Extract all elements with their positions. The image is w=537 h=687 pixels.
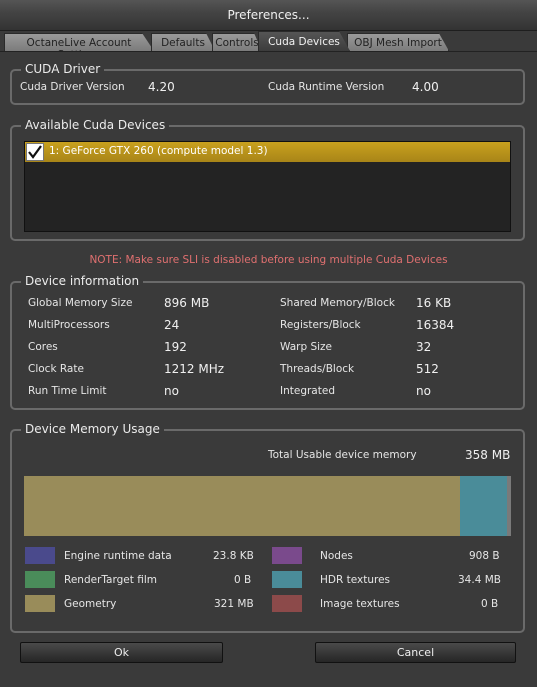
legend-label-image-textures: Image textures	[320, 598, 400, 610]
info-value-run-time-limit: no	[164, 384, 179, 398]
device-list-item[interactable]: 1: GeForce GTX 260 (compute model 1.3)	[25, 142, 510, 162]
tab-controls[interactable]: Controls	[212, 33, 262, 51]
legend-label-engine-runtime: Engine runtime data	[64, 550, 172, 562]
available-devices-legend: Available Cuda Devices	[21, 118, 170, 132]
legend-value-nodes: 908 B	[469, 550, 500, 562]
driver-version-value: 4.20	[148, 80, 175, 94]
available-devices-group: Available Cuda Devices	[10, 118, 525, 241]
legend-value-geometry: 321 MB	[214, 598, 254, 610]
driver-version-label: Cuda Driver Version	[20, 81, 125, 93]
tab-obj-mesh-import[interactable]: OBJ Mesh Import	[347, 33, 449, 51]
swatch-geometry	[25, 595, 55, 612]
memory-segment-hdr-textures	[460, 476, 507, 536]
legend-label-rendertarget-film: RenderTarget film	[64, 574, 157, 586]
device-info-group: Device information	[10, 274, 525, 410]
tab-bar: OctaneLive Account Settings Defaults Con…	[0, 31, 537, 51]
tab-divider	[0, 51, 537, 52]
ok-button[interactable]: Ok	[20, 642, 223, 663]
info-value-multiprocessors: 24	[164, 318, 180, 332]
sli-note: NOTE: Make sure SLI is disabled before u…	[89, 254, 448, 266]
info-value-shared-memory: 16 KB	[416, 296, 452, 310]
info-label-global-memory: Global Memory Size	[28, 297, 133, 309]
legend-label-nodes: Nodes	[320, 550, 353, 562]
total-memory-value: 358 MB	[465, 448, 511, 462]
tab-defaults[interactable]: Defaults	[151, 33, 215, 51]
info-label-threads-block: Threads/Block	[280, 363, 355, 375]
swatch-rendertarget-film	[25, 571, 55, 588]
device-label: 1: GeForce GTX 260 (compute model 1.3)	[49, 145, 268, 157]
info-value-registers: 16384	[416, 318, 455, 332]
info-label-shared-memory: Shared Memory/Block	[280, 297, 395, 309]
tab-octanelive-account-settings[interactable]: OctaneLive Account Settings	[4, 33, 154, 51]
info-value-integrated: no	[416, 384, 431, 398]
cuda-driver-legend: CUDA Driver	[21, 62, 105, 76]
info-label-cores: Cores	[28, 341, 58, 353]
checkmark-icon	[28, 145, 42, 159]
legend-label-geometry: Geometry	[64, 598, 117, 610]
swatch-hdr-textures	[272, 571, 302, 588]
device-list[interactable]: 1: GeForce GTX 260 (compute model 1.3)	[24, 141, 511, 232]
info-value-global-memory: 896 MB	[164, 296, 210, 310]
device-checkbox[interactable]	[26, 143, 44, 161]
info-label-multiprocessors: MultiProcessors	[28, 319, 110, 331]
info-label-integrated: Integrated	[280, 385, 335, 397]
info-value-threads-block: 512	[416, 362, 439, 376]
cuda-driver-group: CUDA Driver	[10, 62, 525, 105]
device-info-legend: Device information	[21, 274, 144, 288]
legend-value-hdr-textures: 34.4 MB	[458, 574, 501, 586]
info-label-warp-size: Warp Size	[280, 341, 333, 353]
info-value-cores: 192	[164, 340, 187, 354]
info-label-run-time-limit: Run Time Limit	[28, 385, 107, 397]
runtime-version-value: 4.00	[412, 80, 439, 94]
memory-segment-geometry	[24, 476, 460, 536]
total-memory-label: Total Usable device memory	[268, 449, 417, 461]
memory-usage-group: Device Memory Usage	[10, 422, 525, 633]
legend-value-engine-runtime: 23.8 KB	[213, 550, 254, 562]
info-label-registers: Registers/Block	[280, 319, 361, 331]
cancel-button[interactable]: Cancel	[315, 642, 516, 663]
legend-label-hdr-textures: HDR textures	[320, 574, 391, 586]
memory-usage-bar	[24, 476, 511, 536]
info-value-clock-rate: 1212 MHz	[164, 362, 225, 376]
runtime-version-label: Cuda Runtime Version	[268, 81, 385, 93]
tab-cuda-devices[interactable]: Cuda Devices	[258, 31, 350, 51]
info-value-warp-size: 32	[416, 340, 432, 354]
window-title: Preferences...	[227, 8, 310, 22]
legend-value-image-textures: 0 B	[481, 598, 499, 610]
memory-segment-other	[507, 476, 511, 536]
legend-value-rendertarget-film: 0 B	[234, 574, 252, 586]
info-label-clock-rate: Clock Rate	[28, 363, 84, 375]
swatch-image-textures	[272, 595, 302, 612]
title-bar: Preferences...	[0, 0, 537, 31]
swatch-engine-runtime	[25, 547, 55, 564]
memory-usage-legend: Device Memory Usage	[21, 422, 164, 436]
swatch-nodes	[272, 547, 302, 564]
